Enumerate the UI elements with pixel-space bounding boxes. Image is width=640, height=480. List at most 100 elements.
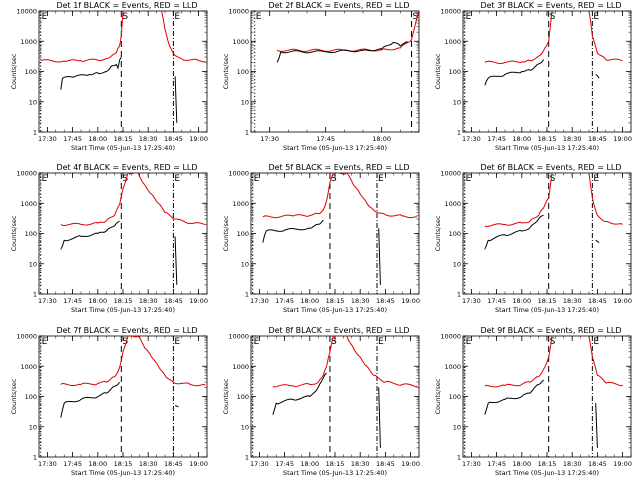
plot-frame <box>250 10 420 133</box>
y-tick-label: 1000 <box>20 363 37 371</box>
y-tick-label: 10 <box>241 423 249 431</box>
series-group <box>276 11 561 123</box>
events-series-line <box>484 379 544 415</box>
y-tick-label: 1 <box>33 129 37 137</box>
lld-series-line <box>484 173 553 228</box>
events-series-line <box>60 381 121 418</box>
y-tick-label: 1 <box>245 129 249 137</box>
x-tick-label: 19:00 <box>189 460 208 468</box>
series-group <box>484 11 623 86</box>
x-tick-label: 18:00 <box>512 297 531 305</box>
y-tick-label: 10000 <box>228 8 249 16</box>
x-axis-label: Start Time (05-Jun-13 17:25:40) <box>495 144 599 152</box>
x-tick-label: 18:30 <box>351 297 370 305</box>
y-tick-label: 1000 <box>444 38 461 46</box>
x-tick-label: 17:30 <box>38 460 57 468</box>
x-tick-label: 19:00 <box>401 460 420 468</box>
x-tick-label: 19:00 <box>613 297 632 305</box>
panel-title: Det 5f BLACK = Events, RED = LLD <box>268 163 409 172</box>
y-tick-label: 1000 <box>232 200 249 208</box>
panel-5: Det 5f BLACK = Events, RED = LLD 1 10 100 10… <box>222 163 420 314</box>
event-marker-label: E <box>593 337 599 347</box>
plot-frame <box>462 10 632 133</box>
events-series-line <box>60 56 122 90</box>
x-tick-label: 17:45 <box>487 135 506 143</box>
x-tick-label: 18:30 <box>563 297 582 305</box>
x-tick-label: 18:30 <box>563 135 582 143</box>
event-marker-label: E <box>254 337 260 347</box>
y-tick-label: 10000 <box>228 333 249 341</box>
x-tick-label: 18:00 <box>372 135 391 143</box>
event-marker-label: S <box>122 174 128 184</box>
series-group <box>60 336 206 418</box>
y-tick-label: 100 <box>449 68 461 76</box>
x-tick-label: 19:00 <box>189 135 208 143</box>
x-tick-label: 18:15 <box>114 297 133 305</box>
y-tick-label: 100 <box>25 393 37 401</box>
event-marker-label: S <box>122 337 128 347</box>
y-tick-label: 10000 <box>440 333 461 341</box>
x-tick-label: 17:45 <box>63 460 82 468</box>
y-axis-label: Counts/sec <box>10 215 18 251</box>
x-axis-label: Start Time (05-Jun-13 17:25:40) <box>71 469 175 477</box>
lld-series-line <box>484 336 553 388</box>
panel-title: Det 4f BLACK = Events, RED = LLD <box>56 163 197 172</box>
lld-series-line <box>588 173 623 225</box>
event-marker-label: S <box>550 174 556 184</box>
event-marker-label: E <box>593 12 599 22</box>
panel-2: Det 2f BLACK = Events, RED = LLD 1 10 100 10… <box>222 1 561 152</box>
y-axis-label: Counts/sec <box>222 53 230 89</box>
y-axis-label: Counts/sec <box>10 53 18 89</box>
x-tick-label: 18:30 <box>351 460 370 468</box>
events-series-line <box>557 46 561 123</box>
event-marker-label: E <box>174 174 180 184</box>
x-tick-label: 17:45 <box>63 297 82 305</box>
lld-series-line <box>588 11 623 62</box>
events-series-line <box>484 59 545 86</box>
y-tick-label: 100 <box>237 68 249 76</box>
y-tick-label: 1 <box>457 129 461 137</box>
event-marker-label: E <box>593 174 599 184</box>
y-tick-label: 1000 <box>444 200 461 208</box>
plot-frame <box>250 172 420 295</box>
y-tick-label: 10 <box>29 423 37 431</box>
event-marker-label: E <box>378 174 384 184</box>
event-marker-label: E <box>42 337 48 347</box>
y-tick-label: 1000 <box>232 363 249 371</box>
x-tick-label: 18:00 <box>88 460 107 468</box>
x-tick-label: 18:00 <box>88 135 107 143</box>
y-tick-label: 1 <box>33 454 37 462</box>
x-tick-label: 19:00 <box>613 135 632 143</box>
y-axis-label: Counts/sec <box>434 378 442 414</box>
x-tick-label: 18:30 <box>139 135 158 143</box>
panel-title: Det 1f BLACK = Events, RED = LLD <box>56 1 197 10</box>
event-marker-label: E <box>174 12 180 22</box>
y-tick-label: 1 <box>245 291 249 299</box>
y-tick-label: 10000 <box>228 170 249 178</box>
panel-title: Det 8f BLACK = Events, RED = LLD <box>268 326 409 335</box>
event-marker-label: E <box>42 12 48 22</box>
y-tick-label: 1000 <box>20 200 37 208</box>
y-tick-label: 10 <box>453 98 461 106</box>
x-tick-label: 18:45 <box>588 297 607 305</box>
series-group <box>40 11 206 123</box>
x-tick-label: 18:15 <box>326 460 345 468</box>
lld-series-line <box>262 173 418 219</box>
y-tick-label: 10000 <box>440 170 461 178</box>
y-axis-label: Counts/sec <box>222 215 230 251</box>
events-series-line <box>174 76 178 123</box>
x-tick-label: 17:30 <box>38 135 57 143</box>
y-tick-label: 10 <box>29 260 37 268</box>
x-tick-label: 18:45 <box>164 460 183 468</box>
panel-title: Det 3f BLACK = Events, RED = LLD <box>480 1 621 10</box>
x-tick-label: 18:00 <box>512 460 531 468</box>
event-marker-label: S <box>122 12 128 22</box>
x-tick-label: 19:00 <box>189 297 208 305</box>
y-tick-label: 100 <box>237 230 249 238</box>
x-tick-label: 17:45 <box>275 460 294 468</box>
lld-series-line <box>484 11 553 65</box>
panel-title: Det 6f BLACK = Events, RED = LLD <box>480 163 621 172</box>
lld-series-line <box>60 336 206 387</box>
x-tick-label: 18:15 <box>114 460 133 468</box>
